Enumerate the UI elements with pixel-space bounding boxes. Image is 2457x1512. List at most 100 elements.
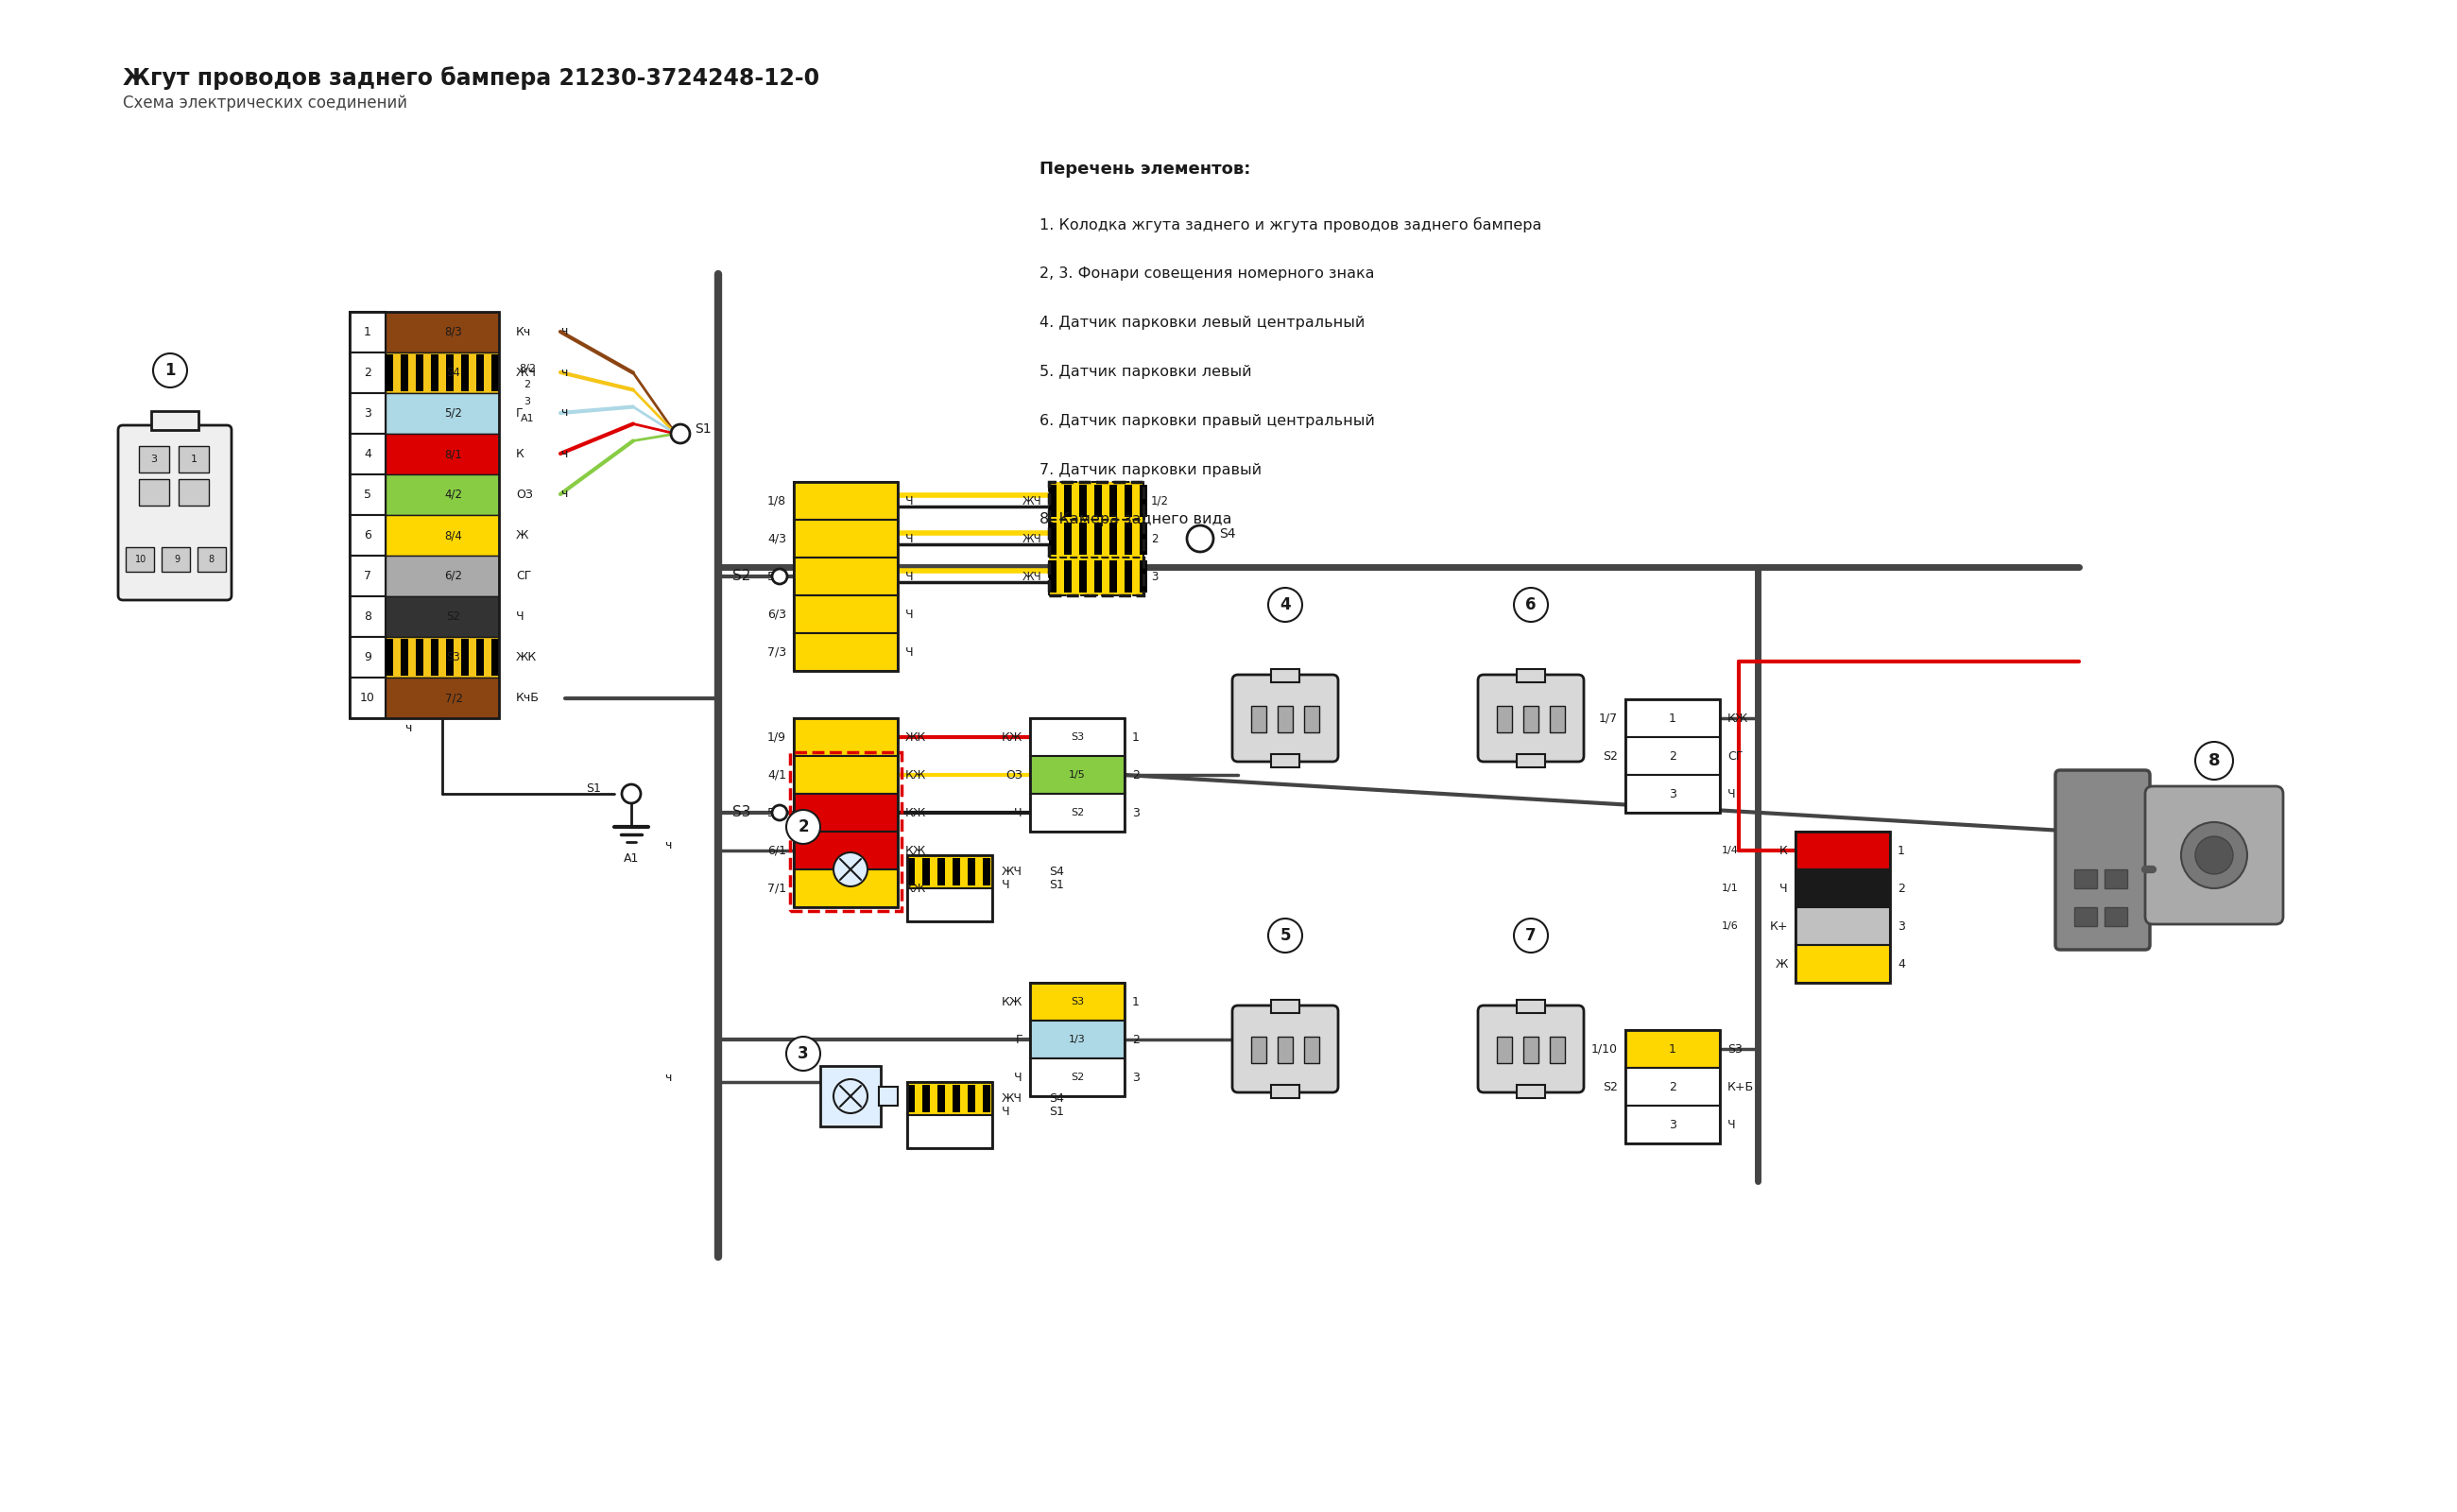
Text: КЖ: КЖ (904, 768, 926, 782)
Text: 2: 2 (1133, 768, 1140, 782)
Bar (125, 547, 155, 572)
Bar (1029, 983, 1125, 1021)
Text: 4: 4 (1280, 596, 1290, 614)
Bar (349, 555, 386, 596)
Text: 1/2: 1/2 (1150, 494, 1170, 507)
Bar (1111, 523, 1118, 555)
Bar (2106, 907, 2128, 925)
Text: Ч: Ч (1002, 1107, 1010, 1119)
FancyBboxPatch shape (821, 1066, 880, 1126)
Text: S3: S3 (1071, 996, 1084, 1007)
Text: 1: 1 (1897, 844, 1904, 857)
Bar (1516, 999, 1545, 1013)
Text: Ч: Ч (1002, 880, 1010, 892)
Text: Ч: Ч (1779, 881, 1789, 895)
Text: ч: ч (560, 407, 568, 419)
Bar (1111, 561, 1118, 593)
Bar (447, 638, 455, 676)
Text: 5: 5 (364, 488, 371, 500)
Text: Ч: Ч (904, 570, 914, 582)
Text: К+Б: К+Б (1727, 1081, 1754, 1093)
Text: 5/2: 5/2 (445, 407, 462, 419)
Bar (1093, 485, 1101, 517)
Text: S2: S2 (1602, 750, 1617, 762)
Text: 3: 3 (150, 455, 157, 464)
Text: 3: 3 (523, 398, 531, 407)
Bar (349, 393, 386, 434)
Text: 5. Датчик парковки левый: 5. Датчик парковки левый (1039, 364, 1251, 380)
Bar (386, 638, 393, 676)
Bar (349, 677, 386, 718)
Text: 6/3: 6/3 (767, 608, 786, 620)
Bar (415, 638, 423, 676)
Text: 9: 9 (364, 652, 371, 664)
Circle shape (1514, 918, 1548, 953)
Bar (1064, 485, 1071, 517)
Bar (349, 637, 386, 677)
Text: ОЗ: ОЗ (1005, 768, 1022, 782)
Text: К: К (516, 448, 523, 460)
Bar (152, 411, 199, 429)
Text: S2: S2 (1602, 1081, 1617, 1093)
Bar (162, 547, 189, 572)
Text: 5: 5 (1280, 927, 1290, 943)
Text: 1. Колодка жгута заднего и жгута проводов заднего бампера: 1. Колодка жгута заднего и жгута проводо… (1039, 218, 1541, 233)
Bar (1049, 485, 1057, 517)
Text: 10: 10 (135, 555, 147, 564)
Bar (794, 756, 897, 794)
Text: S1: S1 (585, 783, 602, 795)
Bar (1029, 983, 1125, 1096)
Bar (400, 638, 408, 676)
Text: 8: 8 (364, 611, 371, 623)
Text: КЖ: КЖ (904, 844, 926, 857)
Bar (1523, 706, 1538, 732)
Bar (1516, 668, 1545, 682)
Text: Ч: Ч (516, 611, 523, 623)
Text: ч: ч (663, 839, 671, 851)
Bar (477, 354, 484, 392)
Text: К: К (1779, 844, 1789, 857)
Text: S1: S1 (1049, 1107, 1064, 1119)
Text: 2: 2 (523, 381, 531, 390)
Text: 1: 1 (192, 455, 197, 464)
Bar (794, 794, 897, 832)
Bar (1049, 561, 1057, 593)
Text: 4/2: 4/2 (445, 488, 462, 500)
Bar (907, 1086, 914, 1113)
Text: 6: 6 (1526, 596, 1536, 614)
Text: 1: 1 (1668, 1043, 1676, 1055)
Bar (1064, 523, 1071, 555)
Bar (462, 638, 469, 676)
Text: 7: 7 (364, 570, 371, 582)
Bar (1251, 706, 1265, 732)
Text: ч: ч (663, 1070, 671, 1084)
Circle shape (2194, 742, 2233, 780)
Circle shape (1268, 588, 1302, 621)
Bar (386, 677, 499, 718)
Bar (1079, 561, 1086, 593)
Text: 1: 1 (1133, 730, 1140, 744)
Text: 5/3: 5/3 (767, 570, 786, 582)
Text: 2: 2 (1668, 1081, 1676, 1093)
FancyBboxPatch shape (1233, 674, 1339, 762)
Text: 3: 3 (799, 1045, 808, 1061)
Text: Г: Г (516, 407, 523, 419)
Bar (1627, 699, 1720, 813)
Bar (794, 718, 897, 907)
Bar (983, 1086, 990, 1113)
Bar (1796, 945, 1889, 983)
Text: КчБ: КчБ (516, 692, 541, 705)
Text: 3: 3 (1150, 570, 1157, 582)
Text: 2, 3. Фонари совещения номерного знака: 2, 3. Фонари совещения номерного знака (1039, 266, 1373, 281)
Bar (386, 311, 499, 352)
Text: Схема электрических соединений: Схема электрических соединений (123, 94, 408, 112)
FancyBboxPatch shape (118, 425, 231, 600)
Circle shape (1187, 526, 1214, 552)
Text: 8/1: 8/1 (445, 448, 462, 460)
Text: S3: S3 (1727, 1043, 1742, 1055)
Text: ч: ч (405, 721, 410, 733)
Text: ч: ч (560, 448, 568, 460)
Text: 3: 3 (1133, 806, 1140, 820)
Bar (794, 596, 897, 634)
Text: 1/9: 1/9 (767, 730, 786, 744)
